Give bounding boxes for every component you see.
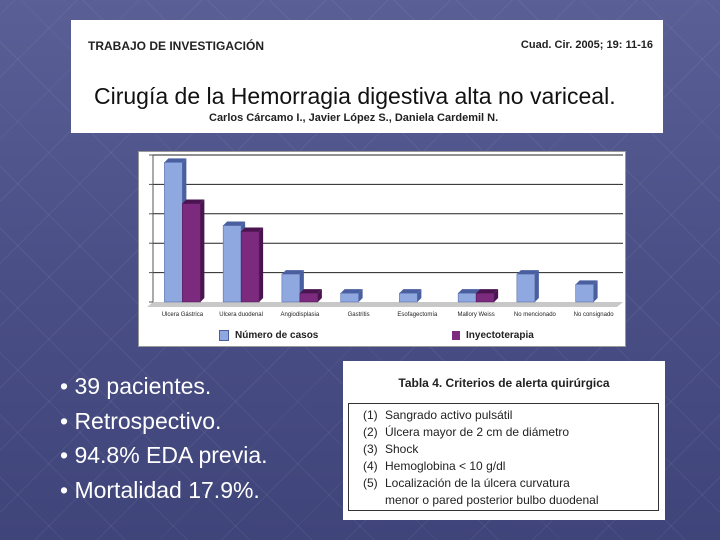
- bar-top: [164, 158, 187, 163]
- criteria-item: (1) Sangrado activo pulsátil: [363, 408, 513, 422]
- bar-casos: [340, 292, 359, 303]
- bar-inyectoterapia: [299, 292, 319, 303]
- bullet-item: • Mortalidad 17.9%.: [60, 476, 260, 503]
- table-title: Tabla 4. Criterios de alerta quirúrgica: [398, 376, 610, 390]
- legend-swatch: [219, 330, 229, 341]
- bar-side: [200, 199, 205, 302]
- bar-side: [317, 289, 322, 302]
- legend-label: Inyectoterapia: [466, 330, 534, 341]
- criteria-item: menor o pared posterior bulbo duodenal: [385, 493, 599, 507]
- bar-inyectoterapia: [240, 231, 260, 303]
- x-tick-label: Angiodisplasia: [281, 312, 320, 318]
- bar-inyectoterapia: [182, 203, 201, 303]
- chart-floor: [147, 302, 623, 307]
- x-tick-label: Ulcera duodenal: [219, 312, 263, 318]
- criteria-item: (5) Localización de la úlcera curvatura: [363, 476, 570, 490]
- bar-casos: [575, 284, 594, 303]
- bullet-item: • 39 pacientes.: [60, 373, 212, 399]
- bar-side: [259, 227, 264, 302]
- x-tick-label: Mallory Weiss: [458, 312, 495, 318]
- bar-top: [476, 289, 499, 294]
- bar-chart: Ulcera Gástrica Ulcera duodenal Angiodispl…: [138, 151, 626, 347]
- bar-side: [358, 289, 363, 302]
- legend-item-casos: Número de casos: [219, 330, 318, 341]
- article-header: TRABAJO DE INVESTIGACIÓN Cuad. Cir. 2005…: [71, 20, 663, 133]
- criteria-item: (2) Úlcera mayor de 2 cm de diámetro: [363, 425, 570, 439]
- x-tick-label: Esofagectomía: [397, 312, 438, 318]
- bar-casos: [222, 225, 242, 303]
- bar-top: [241, 227, 264, 232]
- x-tick-label: No mencionado: [514, 312, 557, 318]
- summary-bullets: • 39 pacientes. • Retrospectivo. • 94.8%…: [60, 369, 268, 507]
- bar-top: [340, 289, 363, 294]
- legend-item-inyectoterapia: Inyectoterapia: [452, 330, 534, 341]
- bar-casos: [281, 273, 301, 303]
- bar-side: [593, 280, 598, 302]
- bar-top: [516, 270, 539, 275]
- bar-side: [417, 289, 422, 302]
- bar-top: [182, 199, 205, 204]
- legend-label: Número de casos: [235, 330, 319, 341]
- bar-casos: [164, 162, 183, 303]
- criteria-item: (4) Hemoglobina < 10 g/dl: [363, 459, 506, 473]
- x-tick-label: Ulcera Gástrica: [162, 312, 204, 318]
- bullet-item: • Retrospectivo.: [60, 407, 222, 434]
- bar-top: [575, 280, 598, 285]
- legend-swatch: [452, 331, 460, 340]
- bar-casos: [399, 292, 418, 303]
- bullet-item: • 94.8% EDA previa.: [60, 442, 268, 468]
- criteria-list: (1) Sangrado activo pulsátil (2) Úlcera ma…: [348, 403, 659, 511]
- citation: Cuad. Cir. 2005; 19: 11-16: [520, 39, 653, 51]
- bar-side: [534, 270, 539, 302]
- bar-top: [223, 221, 246, 226]
- bar-side: [494, 289, 499, 302]
- bar-top: [281, 270, 304, 275]
- bar-casos: [516, 273, 536, 303]
- criteria-table: Tabla 4. Criterios de alerta quirúrgica …: [343, 361, 665, 520]
- bar-casos: [457, 292, 477, 303]
- x-tick-label: Gastritis: [348, 312, 370, 318]
- bar-inyectoterapia: [475, 292, 495, 303]
- bar-top: [458, 289, 481, 294]
- article-title: Cirugía de la Hemorragia digestiva alta …: [94, 83, 616, 109]
- article-authors: Carlos Cárcamo I., Javier López S., Dani…: [209, 112, 499, 124]
- bar-top: [299, 289, 322, 294]
- x-tick-label: No consignado: [574, 312, 615, 318]
- section-label: TRABAJO DE INVESTIGACIÓN: [88, 39, 265, 53]
- bar-top: [399, 289, 422, 294]
- chart-canvas: Ulcera Gástrica Ulcera duodenal Angiodispl…: [147, 154, 623, 318]
- criteria-item: (3) Shock: [363, 442, 419, 456]
